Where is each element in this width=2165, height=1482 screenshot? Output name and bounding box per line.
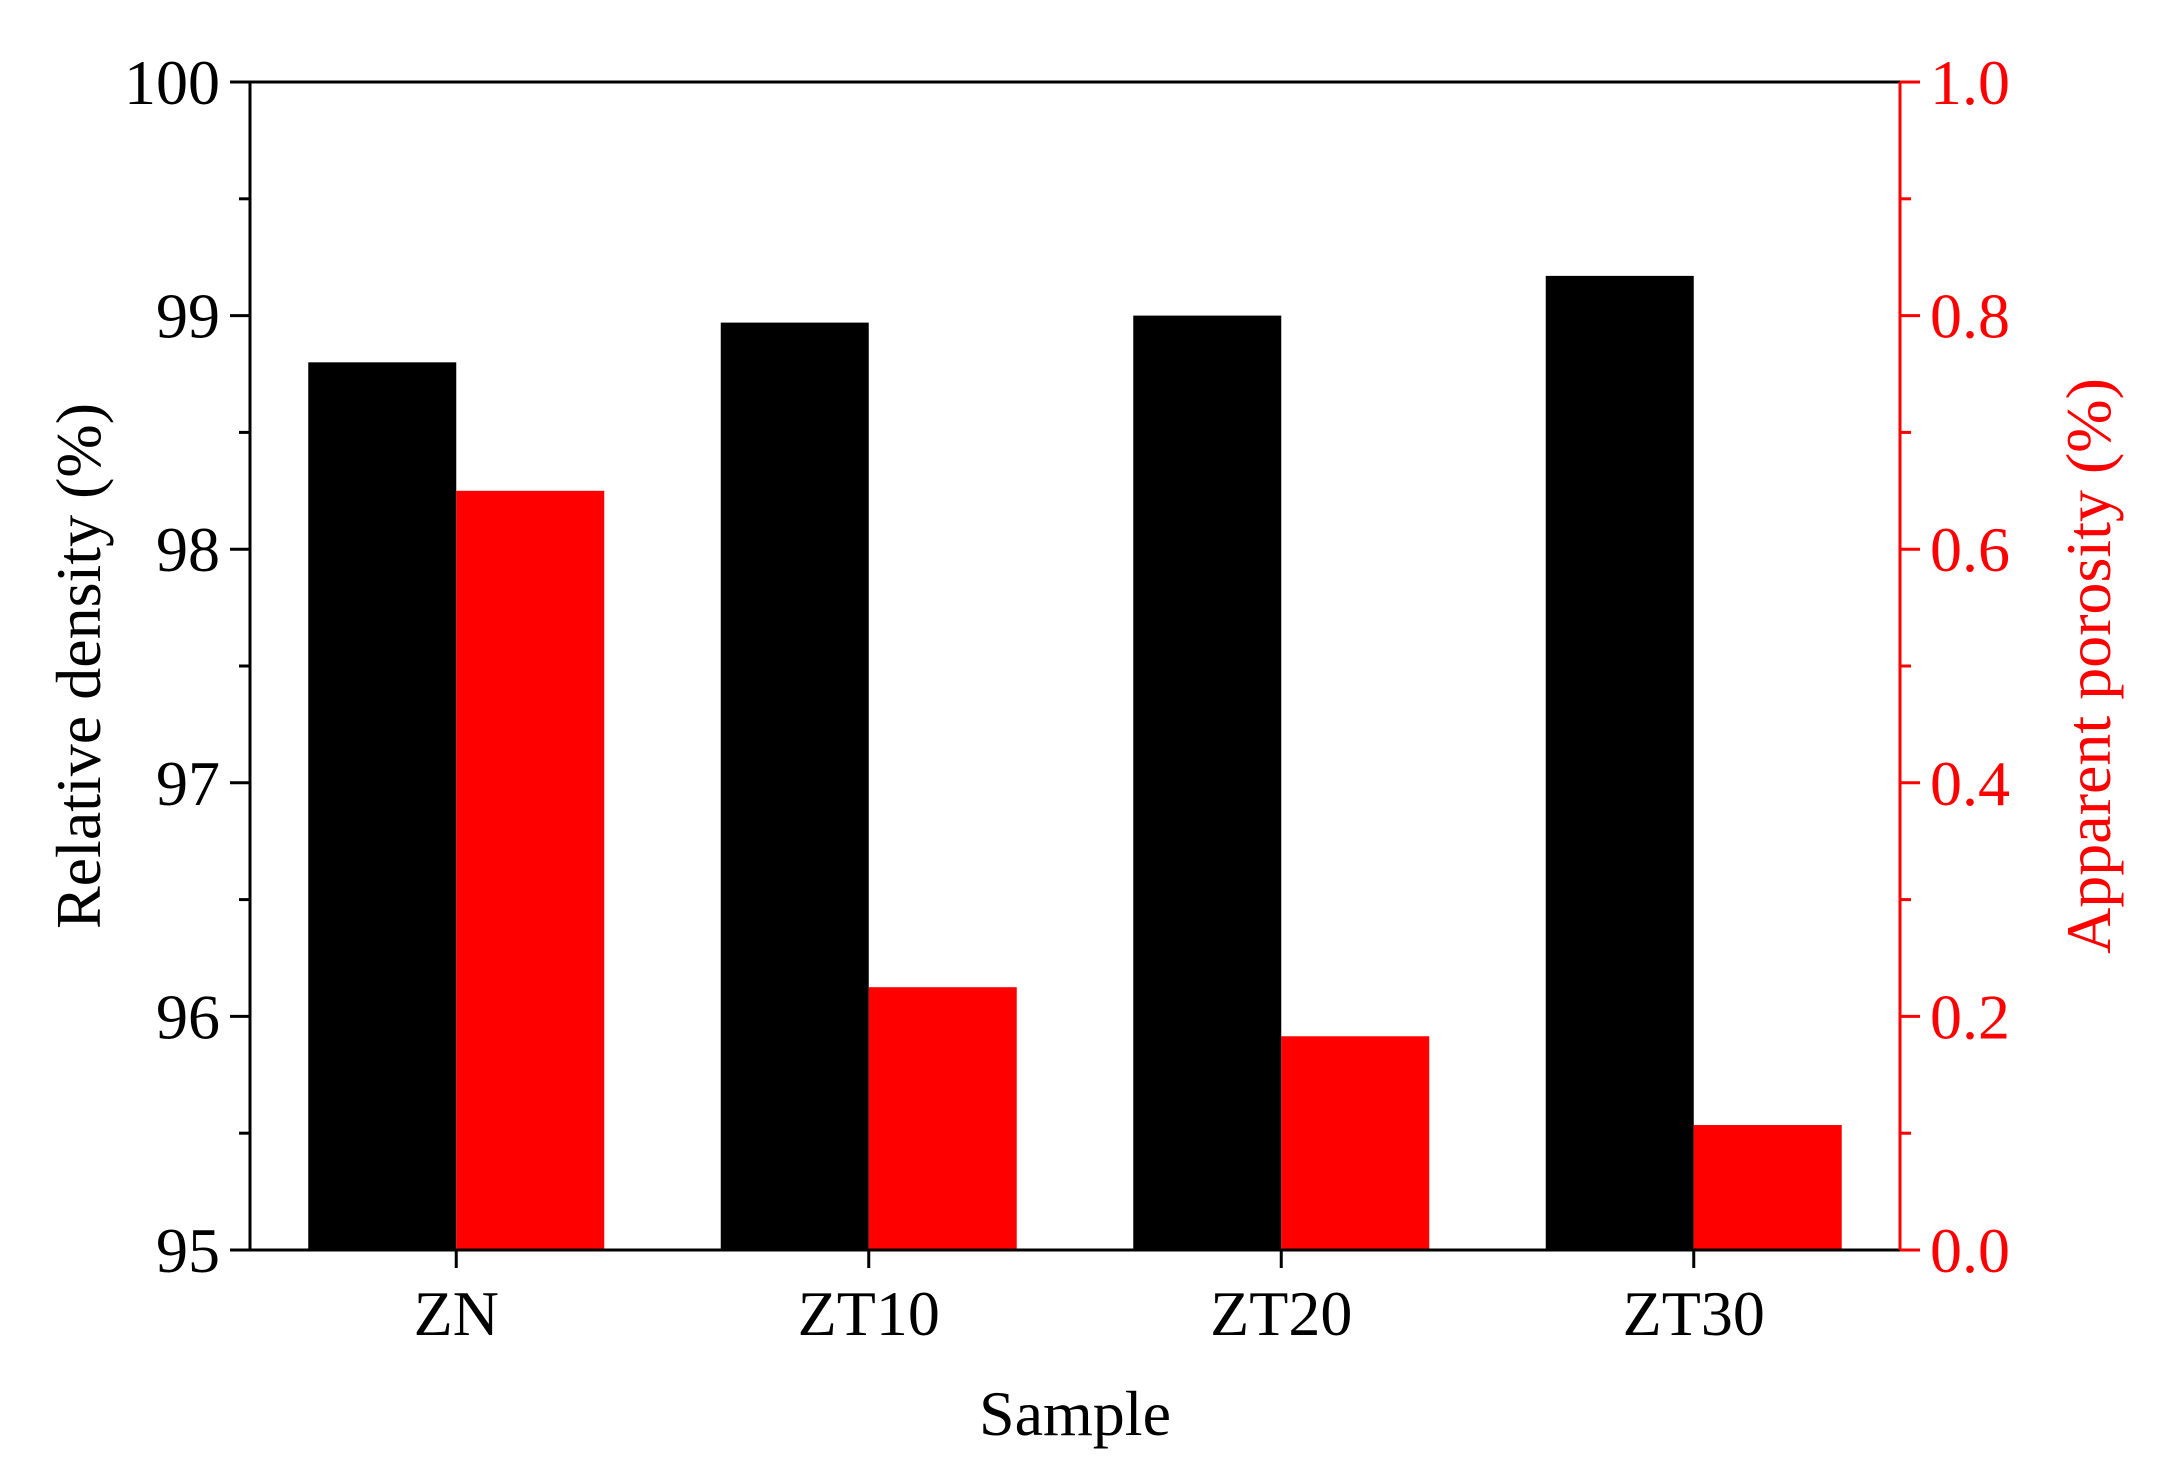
axes-layer xyxy=(230,80,1920,1268)
bar-relative-density-zn xyxy=(308,362,457,1250)
y-tick-label: 99 xyxy=(156,281,220,352)
bar-apparent-porosity-zn xyxy=(456,490,605,1250)
y2-axis-title: Apparent porosity (%) xyxy=(2053,378,2124,954)
y-tick-label: 96 xyxy=(156,981,220,1052)
y2-tick-label: 0.8 xyxy=(1930,281,2010,352)
y2-tick-label: 0.4 xyxy=(1930,748,2010,819)
bars-layer xyxy=(308,275,1842,1251)
bar-relative-density-zt10 xyxy=(720,322,869,1250)
bar-apparent-porosity-zt20 xyxy=(1281,1036,1430,1250)
labels-layer: Sample Relative density (%) Apparent por… xyxy=(43,47,2124,1449)
bar-apparent-porosity-zt30 xyxy=(1693,1125,1842,1250)
x-tick-label: ZT20 xyxy=(1210,1278,1352,1349)
y2-tick-label: 1.0 xyxy=(1930,47,2010,118)
bar-apparent-porosity-zt10 xyxy=(868,987,1017,1250)
y2-tick-label: 0.0 xyxy=(1930,1215,2010,1286)
x-axis-title: Sample xyxy=(979,1378,1171,1449)
bar-relative-density-zt30 xyxy=(1545,275,1694,1250)
x-tick-label: ZT30 xyxy=(1623,1278,1765,1349)
x-tick-label: ZN xyxy=(414,1278,499,1349)
bar-relative-density-zt20 xyxy=(1133,315,1282,1251)
x-tick-label: ZT10 xyxy=(798,1278,940,1349)
y-tick-label: 95 xyxy=(156,1215,220,1286)
y2-tick-label: 0.6 xyxy=(1930,514,2010,585)
y2-tick-label: 0.2 xyxy=(1930,981,2010,1052)
y-tick-label: 98 xyxy=(156,514,220,585)
y-tick-label: 100 xyxy=(124,47,220,118)
y-tick-label: 97 xyxy=(156,748,220,819)
y-axis-title: Relative density (%) xyxy=(43,403,114,929)
